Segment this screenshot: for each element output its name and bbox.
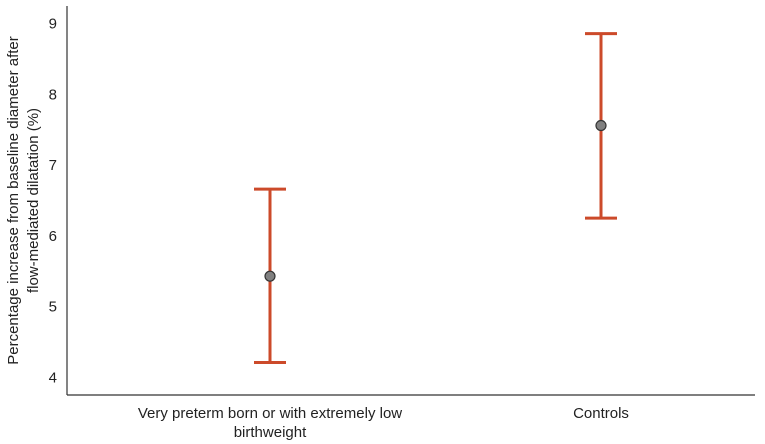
y-tick-label: 8 [49, 86, 57, 103]
y-axis-title-line: Percentage increase from baseline diamet… [5, 36, 22, 365]
y-tick-label: 4 [49, 369, 57, 386]
error-bars [254, 32, 617, 364]
error-bar-group [585, 32, 617, 220]
x-category-label: Very preterm born or with extremely low [138, 405, 402, 422]
y-tick-label: 7 [49, 157, 57, 174]
x-category-label: birthweight [234, 424, 307, 441]
y-tick-label: 6 [49, 228, 57, 245]
error-bar-group [254, 187, 286, 364]
axes [66, 6, 755, 396]
y-axis-title-line: flow-mediated dilatation (%) [25, 108, 42, 293]
y-tick-label: 5 [49, 299, 57, 316]
y-axis-title: Percentage increase from baseline diamet… [5, 36, 42, 365]
y-axis-ticks: 4 5 6 7 8 9 [49, 16, 57, 387]
x-category-label: Controls [573, 405, 629, 422]
x-axis-category-labels: Very preterm born or with extremely low b… [138, 405, 629, 441]
y-tick-label: 9 [49, 16, 57, 33]
mean-point [264, 270, 276, 282]
mean-point [595, 119, 607, 132]
